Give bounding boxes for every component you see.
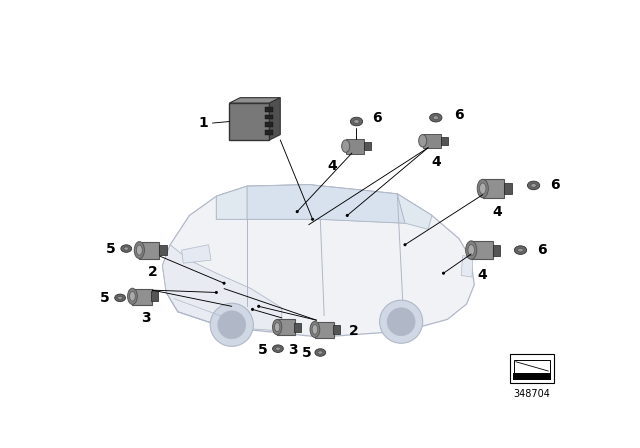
Text: 4: 4 <box>327 159 337 173</box>
Ellipse shape <box>527 181 540 190</box>
Ellipse shape <box>466 241 477 259</box>
Bar <box>265 107 273 112</box>
Bar <box>513 373 551 380</box>
Polygon shape <box>247 185 405 223</box>
Ellipse shape <box>354 120 359 123</box>
Polygon shape <box>163 185 474 337</box>
Circle shape <box>311 218 314 221</box>
Ellipse shape <box>515 246 527 254</box>
Ellipse shape <box>124 247 129 250</box>
Bar <box>346 139 364 154</box>
Bar <box>509 354 554 383</box>
Bar <box>493 245 500 255</box>
Bar <box>132 289 152 305</box>
Circle shape <box>251 308 254 311</box>
Ellipse shape <box>342 140 349 152</box>
Circle shape <box>215 291 218 294</box>
Circle shape <box>346 214 349 217</box>
Ellipse shape <box>273 319 282 335</box>
Ellipse shape <box>479 183 486 194</box>
Polygon shape <box>182 245 211 263</box>
Ellipse shape <box>276 347 280 350</box>
Circle shape <box>387 308 415 336</box>
Ellipse shape <box>315 349 326 356</box>
Ellipse shape <box>129 292 135 301</box>
Text: 5: 5 <box>106 241 116 255</box>
Bar <box>265 130 273 134</box>
Ellipse shape <box>318 351 323 354</box>
Ellipse shape <box>350 117 363 126</box>
Text: 6: 6 <box>537 243 547 257</box>
Text: 5: 5 <box>302 345 312 359</box>
Ellipse shape <box>477 179 488 198</box>
Ellipse shape <box>518 248 524 252</box>
Text: 6: 6 <box>454 108 464 122</box>
Polygon shape <box>216 186 247 220</box>
Ellipse shape <box>136 245 142 255</box>
Text: 4: 4 <box>477 268 487 282</box>
Ellipse shape <box>310 321 320 337</box>
Ellipse shape <box>134 241 145 258</box>
Ellipse shape <box>118 296 122 299</box>
Circle shape <box>403 243 406 246</box>
Ellipse shape <box>312 324 317 334</box>
Bar <box>315 322 334 338</box>
Ellipse shape <box>273 345 284 353</box>
Bar <box>277 319 295 335</box>
Circle shape <box>442 271 445 275</box>
Ellipse shape <box>115 294 125 302</box>
Polygon shape <box>230 98 280 103</box>
Bar <box>294 323 301 332</box>
Polygon shape <box>230 103 269 140</box>
Ellipse shape <box>429 113 442 122</box>
Bar <box>265 115 273 119</box>
Circle shape <box>257 305 260 308</box>
Ellipse shape <box>275 323 280 332</box>
Ellipse shape <box>433 116 438 120</box>
Bar <box>364 142 371 151</box>
Bar <box>422 134 441 148</box>
Text: 6: 6 <box>372 112 381 125</box>
Text: 348704: 348704 <box>514 389 550 400</box>
Polygon shape <box>397 194 432 229</box>
Text: 5: 5 <box>100 291 109 305</box>
Bar <box>151 292 158 301</box>
Circle shape <box>218 311 246 339</box>
Polygon shape <box>269 98 280 140</box>
Ellipse shape <box>419 134 427 147</box>
Bar <box>159 245 166 255</box>
Polygon shape <box>163 245 282 331</box>
Bar <box>333 324 340 334</box>
Ellipse shape <box>121 245 132 252</box>
Text: 2: 2 <box>349 324 358 338</box>
Bar <box>441 137 448 145</box>
Bar <box>471 241 493 259</box>
Ellipse shape <box>468 245 474 256</box>
Text: 6: 6 <box>550 178 560 192</box>
Bar <box>265 122 273 127</box>
Circle shape <box>223 282 225 285</box>
Ellipse shape <box>531 184 536 187</box>
Circle shape <box>380 300 422 343</box>
Text: 4: 4 <box>431 155 441 169</box>
Text: 4: 4 <box>493 205 502 219</box>
Circle shape <box>210 303 253 346</box>
Text: 3: 3 <box>289 343 298 357</box>
Circle shape <box>296 210 299 213</box>
Polygon shape <box>461 255 473 277</box>
Text: 1: 1 <box>198 116 208 130</box>
Bar <box>504 183 512 194</box>
Ellipse shape <box>127 288 137 304</box>
Text: 3: 3 <box>141 311 150 325</box>
Polygon shape <box>216 185 432 223</box>
Bar <box>140 241 159 258</box>
Text: 5: 5 <box>258 343 268 357</box>
Bar <box>483 179 504 198</box>
Text: 2: 2 <box>148 265 158 279</box>
